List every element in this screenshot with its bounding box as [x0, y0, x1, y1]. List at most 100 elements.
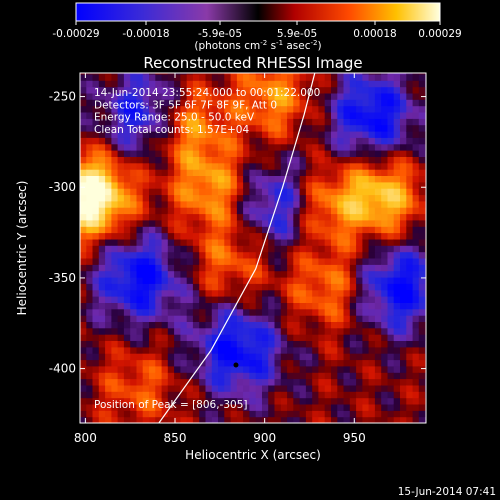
heatmap-cell	[412, 277, 420, 284]
heatmap-cell	[305, 73, 313, 81]
heatmap-cell	[406, 73, 414, 81]
heatmap-cell	[274, 156, 282, 164]
heatmap-cell	[230, 131, 238, 138]
heatmap-cell	[167, 258, 175, 265]
heatmap-cell	[400, 162, 407, 170]
heatmap-cell	[155, 270, 163, 278]
heatmap-cell	[98, 99, 106, 107]
heatmap-cell	[117, 238, 125, 246]
heatmap-cell	[123, 359, 131, 367]
heatmap-cell	[305, 277, 313, 284]
heatmap-cell	[149, 397, 156, 405]
heatmap-cell	[136, 150, 144, 157]
heatmap-cell	[293, 245, 301, 253]
heatmap-cell	[205, 296, 213, 303]
heatmap-cell	[123, 200, 131, 208]
heatmap-cell	[199, 213, 207, 221]
heatmap-cell	[161, 245, 169, 253]
heatmap-cell	[136, 194, 144, 202]
heatmap-cell	[98, 169, 106, 176]
heatmap-cell	[111, 296, 119, 303]
heatmap-cell	[136, 353, 144, 361]
heatmap-cell	[123, 245, 131, 253]
heatmap-cell	[86, 73, 94, 81]
heatmap-cell	[255, 346, 263, 354]
heatmap-cell	[393, 181, 401, 189]
heatmap-cell	[192, 219, 200, 227]
heatmap-cell	[105, 86, 112, 94]
heatmap-cell	[349, 416, 357, 423]
heatmap-cell	[142, 80, 150, 88]
heatmap-cell	[349, 73, 357, 75]
heatmap-cell	[374, 315, 382, 322]
heatmap-cell	[180, 200, 188, 208]
heatmap-cell	[356, 73, 363, 81]
heatmap-cell	[142, 137, 150, 145]
heatmap-cell	[287, 283, 294, 291]
heatmap-cell	[218, 112, 225, 119]
heatmap-cell	[331, 359, 338, 367]
heatmap-cell	[86, 99, 94, 107]
heatmap-cell	[224, 124, 232, 132]
heatmap-cell	[180, 92, 188, 100]
heatmap-cell	[236, 143, 244, 151]
heatmap-cell	[80, 334, 87, 341]
heatmap-cell	[211, 80, 219, 88]
heatmap-cell	[243, 346, 250, 354]
heatmap-cell	[199, 258, 207, 265]
heatmap-cell	[280, 105, 288, 113]
heatmap-cell	[393, 334, 401, 341]
heatmap-cell	[117, 277, 125, 284]
heatmap-cell	[412, 251, 420, 259]
heatmap-cell	[123, 99, 131, 107]
heatmap-cell	[255, 232, 263, 240]
heatmap-cell	[236, 378, 244, 386]
heatmap-cell	[123, 277, 131, 284]
heatmap-cell	[136, 397, 144, 405]
heatmap-cell	[98, 277, 106, 284]
heatmap-cell	[274, 73, 282, 81]
heatmap-cell	[155, 283, 163, 291]
heatmap-cell	[362, 86, 370, 94]
heatmap-cell	[293, 213, 301, 221]
heatmap-cell	[293, 302, 301, 310]
heatmap-cell	[92, 150, 100, 157]
heatmap-cell	[136, 200, 144, 208]
heatmap-cell	[117, 131, 125, 138]
heatmap-cell	[406, 124, 414, 132]
heatmap-cell	[343, 404, 351, 411]
heatmap-cell	[299, 105, 307, 113]
heatmap-cell	[111, 302, 119, 310]
heatmap-cell	[98, 365, 106, 373]
heatmap-cell	[123, 410, 131, 418]
heatmap-cell	[268, 359, 276, 367]
heatmap-cell	[130, 232, 138, 240]
heatmap-cell	[393, 270, 401, 278]
heatmap-cell	[105, 391, 112, 399]
heatmap-cell	[400, 175, 407, 183]
heatmap-cell	[174, 416, 181, 423]
heatmap-cell	[337, 308, 345, 316]
heatmap-cell	[111, 73, 119, 75]
heatmap-cell	[268, 372, 276, 380]
heatmap-cell	[280, 226, 288, 234]
heatmap-cell	[205, 92, 213, 100]
heatmap-cell	[205, 397, 213, 405]
heatmap-cell	[393, 73, 401, 81]
heatmap-cell	[218, 86, 225, 94]
heatmap-cell	[249, 105, 257, 113]
heatmap-cell	[293, 207, 301, 215]
heatmap-cell	[105, 378, 112, 386]
heatmap-cell	[293, 289, 301, 297]
heatmap-cell	[418, 378, 426, 386]
heatmap-cell	[123, 156, 131, 164]
heatmap-cell	[186, 340, 194, 348]
heatmap-cell	[312, 169, 320, 176]
heatmap-cell	[374, 264, 382, 272]
heatmap-cell	[318, 200, 326, 208]
heatmap-cell	[318, 277, 326, 284]
heatmap-cell	[218, 384, 225, 392]
heatmap-cell	[305, 289, 313, 297]
heatmap-cell	[393, 353, 401, 361]
heatmap-cell	[180, 213, 188, 221]
